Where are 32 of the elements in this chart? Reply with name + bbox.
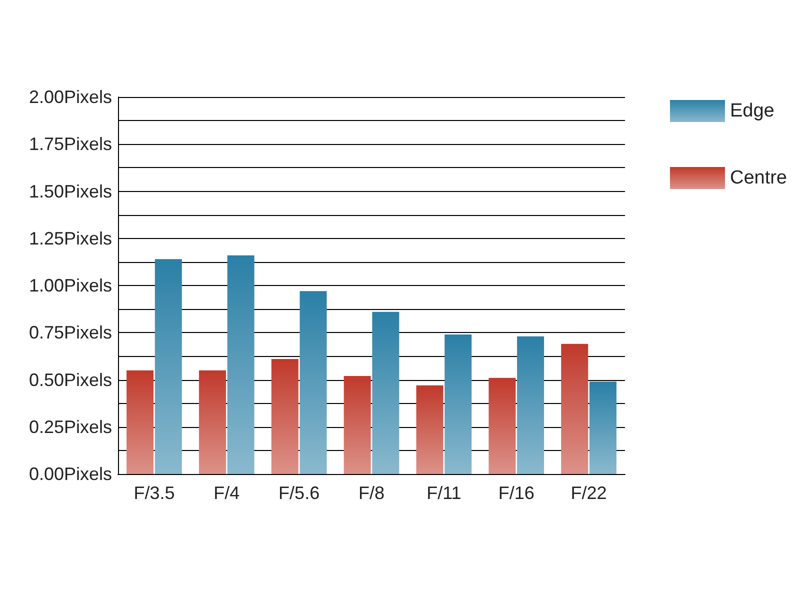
- bar: [227, 255, 254, 474]
- bar: [561, 344, 588, 474]
- bar: [372, 312, 400, 474]
- x-tick-label: F/4: [214, 483, 240, 503]
- y-tick-label: 0.50Pixels: [28, 370, 112, 390]
- bar: [300, 291, 327, 474]
- y-tick-label: 0.75Pixels: [28, 322, 112, 343]
- y-tick-label: 1.25Pixels: [28, 228, 112, 248]
- legend-label: Edge: [730, 100, 774, 122]
- bar: [154, 259, 182, 474]
- bar: [488, 378, 516, 474]
- y-tick-label: 0.25Pixels: [28, 416, 112, 437]
- y-tick-label: 2.00Pixels: [28, 87, 112, 107]
- x-tick-label: F/3.5: [134, 483, 175, 503]
- x-tick-label: F/5.6: [278, 483, 320, 503]
- bar: [517, 336, 544, 474]
- x-tick-label: F/16: [498, 483, 534, 503]
- bar: [416, 385, 444, 474]
- bar: [444, 334, 472, 474]
- bar: [271, 359, 298, 474]
- bar: [344, 376, 371, 474]
- x-tick-label: F/8: [358, 483, 385, 503]
- y-tick-label: 1.50Pixels: [28, 181, 112, 202]
- x-tick-label: F/22: [570, 483, 607, 503]
- x-tick-label: F/11: [426, 483, 462, 503]
- y-tick-label: 1.00Pixels: [28, 276, 112, 296]
- bar: [589, 382, 616, 474]
- bar: [198, 370, 226, 474]
- y-tick-label: 0.00Pixels: [28, 464, 112, 484]
- y-tick-label: 1.75Pixels: [28, 134, 112, 154]
- bar: [126, 370, 154, 474]
- legend-label: Centre: [730, 168, 788, 188]
